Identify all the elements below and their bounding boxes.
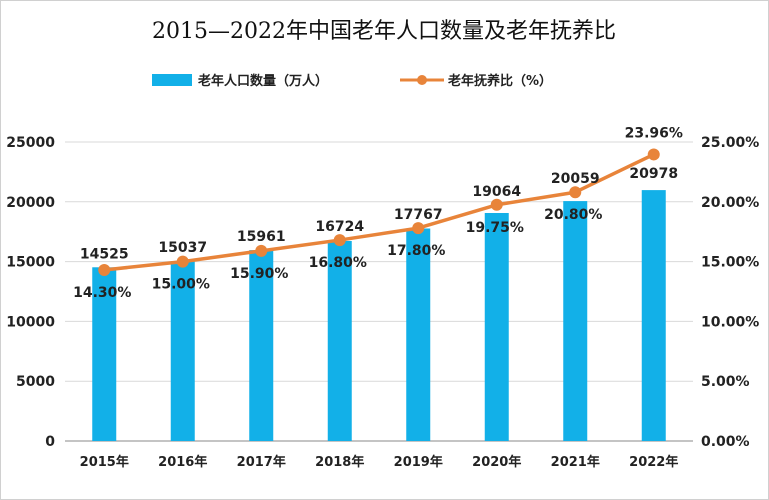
series-line (104, 152, 655, 272)
right-tick-label: 15.00% (701, 255, 759, 271)
line-point (176, 255, 189, 268)
bar (563, 201, 588, 441)
line-point (255, 244, 268, 257)
line-value-label: 15.90% (230, 266, 288, 282)
bar (327, 240, 352, 441)
line-point (412, 222, 425, 235)
left-tick-label: 10000 (6, 314, 55, 330)
bar-value-label: 16724 (315, 219, 364, 235)
bar (170, 261, 195, 441)
line-value-label: 23.96% (625, 125, 683, 141)
line-point (98, 263, 111, 276)
bar-value-label: 17767 (394, 207, 443, 223)
left-tick-label: 5000 (16, 374, 55, 390)
category-label: 2018年 (315, 454, 364, 470)
left-tick-label: 25000 (6, 135, 55, 151)
bar (249, 250, 274, 441)
bar-value-label: 15961 (237, 229, 286, 245)
category-label: 2017年 (237, 454, 286, 470)
line-value-label: 20.80% (544, 207, 602, 223)
left-tick-label: 20000 (6, 195, 55, 211)
legend: 老年人口数量（万人） 老年抚养比（%） (152, 73, 552, 89)
category-label: 2019年 (394, 454, 443, 470)
left-tick-label: 15000 (6, 255, 55, 271)
bar-value-label: 20978 (629, 166, 678, 182)
line-value-label: 19.75% (466, 220, 524, 236)
category-label: 2021年 (551, 454, 600, 470)
bar (484, 212, 509, 441)
category-label: 2016年 (158, 454, 207, 470)
line-value-label: 14.30% (73, 285, 131, 301)
category-label: 2022年 (629, 454, 678, 470)
line-point (647, 148, 660, 161)
line-point (569, 186, 582, 199)
bar-value-label: 15037 (158, 240, 207, 256)
legend-bar-swatch (152, 74, 192, 86)
legend-line-label: 老年抚养比（%） (447, 73, 552, 89)
bar-value-label: 20059 (551, 171, 600, 187)
line-point (490, 198, 503, 211)
bar (641, 190, 666, 441)
right-tick-label: 0.00% (701, 434, 750, 450)
bar-value-label: 19064 (472, 184, 521, 200)
right-tick-label: 5.00% (701, 374, 750, 390)
chart-title: 2015—2022年中国老年人口数量及老年抚养比 (152, 19, 616, 44)
bar-value-label: 14525 (80, 246, 129, 262)
legend-bar-label: 老年人口数量（万人） (197, 73, 328, 89)
category-label: 2020年 (472, 454, 521, 470)
bar (92, 267, 117, 441)
right-tick-label: 25.00% (701, 135, 759, 151)
right-tick-label: 10.00% (701, 314, 759, 330)
category-label: 2015年 (80, 454, 129, 470)
line-point (333, 234, 346, 247)
right-tick-label: 20.00% (701, 195, 759, 211)
left-tick-label: 0 (45, 434, 55, 450)
legend-line-marker (417, 75, 427, 85)
line-value-label: 15.00% (152, 277, 210, 293)
line-value-label: 16.80% (309, 255, 367, 271)
bar (406, 228, 431, 441)
line-value-label: 17.80% (387, 243, 445, 259)
